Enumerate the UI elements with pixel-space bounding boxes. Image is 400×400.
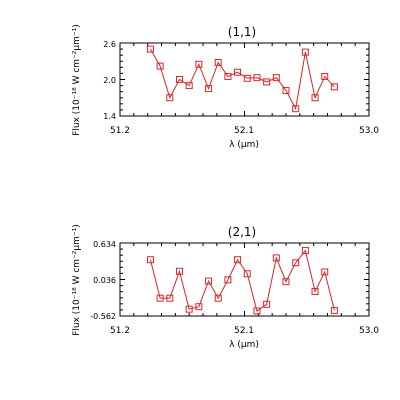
series-line <box>149 48 335 111</box>
panel-title: (1,1) <box>228 25 256 39</box>
data-point <box>330 306 338 314</box>
data-point <box>243 270 251 278</box>
data-point <box>195 303 203 311</box>
y-tick-label: 1.4 <box>103 112 116 121</box>
y-tick-label: 2.6 <box>103 40 116 49</box>
data-point <box>205 85 213 93</box>
y-tick-label: 0.634 <box>93 240 116 249</box>
data-point <box>301 247 309 255</box>
data-point <box>224 276 232 284</box>
data-point <box>214 294 222 302</box>
x-tick-label: 53.0 <box>359 126 379 136</box>
data-point <box>146 45 154 53</box>
data-point <box>146 256 154 264</box>
data-point <box>263 300 271 308</box>
data-point <box>321 268 329 276</box>
data-point <box>156 62 164 70</box>
data-point <box>301 48 309 56</box>
data-point <box>321 72 329 80</box>
data-point <box>272 74 280 82</box>
data-point <box>234 68 242 76</box>
x-tick-label: 52.1 <box>234 326 254 336</box>
x-tick-label: 53.0 <box>359 326 379 336</box>
panel-1-1: (1,1) 2.6 2.0 1.4 51.2 52.1 53.0 λ (μm) … <box>72 24 379 150</box>
data-point <box>224 72 232 80</box>
data-point <box>292 105 300 113</box>
y-tick-label: 0.036 <box>93 276 116 285</box>
panel-title: (2,1) <box>228 225 256 239</box>
data-point <box>292 259 300 267</box>
data-point <box>272 254 280 262</box>
data-point <box>330 83 338 91</box>
data-point <box>311 287 319 295</box>
x-tick-label: 52.1 <box>234 126 254 136</box>
y-axis-label: Flux (10⁻¹⁸ W cm⁻²μm⁻¹) <box>72 224 82 336</box>
x-axis-label: λ (μm) <box>229 140 259 150</box>
data-point <box>156 294 164 302</box>
series-line <box>149 249 335 312</box>
data-point <box>253 74 261 82</box>
data-point <box>175 267 183 275</box>
data-point <box>282 86 290 94</box>
panel-2-1: (2,1) 0.634 0.036 -0.562 51.2 52.1 53.0 … <box>72 224 379 350</box>
plot-frame <box>119 242 370 317</box>
data-point <box>234 256 242 264</box>
data-point <box>175 76 183 83</box>
data-point <box>311 94 319 102</box>
data-point <box>282 278 290 286</box>
x-tick-label: 51.2 <box>110 126 130 136</box>
data-point <box>166 294 174 302</box>
data-point <box>253 307 261 315</box>
y-tick-label: -0.562 <box>90 312 116 321</box>
y-tick-label: 2.0 <box>103 76 116 85</box>
x-tick-label: 51.2 <box>110 326 130 336</box>
data-point <box>263 78 271 86</box>
data-point <box>195 60 203 68</box>
data-point <box>214 58 222 66</box>
y-axis-label: Flux (10⁻¹⁸ W cm⁻²μm⁻¹) <box>72 24 82 136</box>
data-point <box>243 74 251 82</box>
data-point <box>205 277 213 285</box>
data-point <box>166 94 174 102</box>
data-point <box>185 82 193 90</box>
x-axis-label: λ (μm) <box>229 340 259 350</box>
data-point <box>185 305 193 313</box>
